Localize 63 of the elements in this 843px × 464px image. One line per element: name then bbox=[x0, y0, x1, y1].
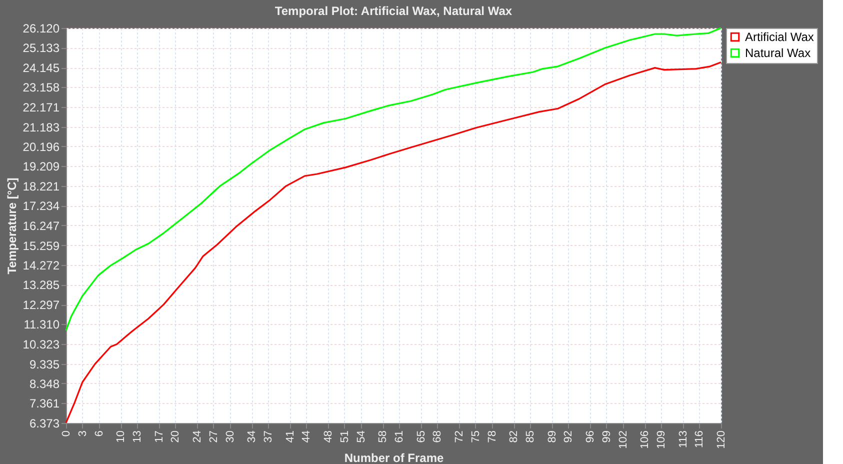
x-tick-label: 113 bbox=[677, 430, 690, 448]
x-tick-label: 13 bbox=[131, 430, 144, 443]
x-tick-label: 61 bbox=[393, 430, 406, 443]
chart-title: Temporal Plot: Artificial Wax, Natural Wax bbox=[274, 4, 512, 18]
y-tick-label: 18.221 bbox=[22, 180, 60, 194]
y-tick-label: 20.196 bbox=[22, 140, 60, 154]
x-tick-label: 6 bbox=[93, 430, 106, 437]
y-tick-label: 7.361 bbox=[29, 396, 60, 411]
x-tick-label: 34 bbox=[246, 430, 258, 443]
y-tick-label: 26.120 bbox=[22, 22, 60, 36]
x-tick-label: 85 bbox=[524, 430, 536, 443]
y-tick-label: 11.310 bbox=[24, 318, 60, 332]
x-tick-label: 89 bbox=[546, 430, 558, 443]
x-tick-label: 41 bbox=[284, 430, 296, 443]
x-tick-label: 20 bbox=[170, 430, 182, 443]
line-series bbox=[65, 27, 722, 332]
y-tick-label: 13.285 bbox=[22, 278, 60, 292]
y-tick-label: 22.171 bbox=[22, 100, 60, 114]
x-tick-label: 120 bbox=[716, 430, 728, 449]
y-tick-label: 16.247 bbox=[22, 218, 60, 233]
x-tick-label: 24 bbox=[192, 430, 204, 443]
x-tick-label: 10 bbox=[115, 430, 128, 443]
y-tick-label: 19.209 bbox=[22, 160, 60, 174]
x-tick-label: 72 bbox=[454, 430, 466, 443]
y-tick-label: 8.348 bbox=[29, 376, 60, 391]
x-tick-label: 48 bbox=[322, 430, 334, 443]
legend-label: Natural Wax bbox=[745, 46, 811, 60]
x-tick-label: 17 bbox=[153, 430, 166, 443]
y-tick-label: 6.373 bbox=[29, 416, 60, 430]
x-tick-label: 44 bbox=[300, 430, 313, 443]
y-tick-label: 14.272 bbox=[22, 258, 60, 272]
x-tick-label: 37 bbox=[262, 430, 274, 443]
x-tick-label: 3 bbox=[76, 430, 89, 437]
y-tick-label: 24.145 bbox=[22, 61, 60, 76]
x-axis-title: Number of Frame bbox=[344, 450, 444, 464]
y-tick-label: 15.259 bbox=[22, 238, 60, 253]
legend-label: Artificial Wax bbox=[745, 30, 814, 44]
x-tick-label: 65 bbox=[415, 430, 428, 443]
x-tick-label: 109 bbox=[655, 430, 668, 449]
x-tick-label: 68 bbox=[432, 430, 444, 443]
y-tick-label: 25.133 bbox=[22, 41, 60, 56]
x-tick-label: 102 bbox=[617, 430, 630, 449]
x-tick-label: 82 bbox=[508, 430, 520, 443]
x-tick-label: 78 bbox=[486, 430, 498, 443]
y-axis-title: Temperature [°C] bbox=[4, 178, 19, 274]
x-tick-label: 96 bbox=[584, 430, 596, 443]
x-tick-label: 75 bbox=[470, 430, 482, 443]
x-tick-label: 51 bbox=[338, 430, 351, 443]
x-tick-label: 54 bbox=[355, 430, 368, 443]
x-tick-label: 30 bbox=[224, 430, 236, 443]
x-tick-label: 106 bbox=[639, 430, 652, 449]
y-tick-label: 23.158 bbox=[22, 80, 60, 95]
y-tick-label: 12.297 bbox=[22, 298, 60, 312]
x-tick-label: 99 bbox=[600, 430, 613, 443]
x-tick-label: 116 bbox=[694, 430, 706, 448]
y-tick-label: 9.335 bbox=[29, 357, 60, 372]
y-tick-label: 21.183 bbox=[22, 120, 60, 134]
x-tick-label: 92 bbox=[562, 430, 575, 443]
y-tick-label: 17.234 bbox=[22, 199, 60, 214]
x-tick-label: 27 bbox=[208, 430, 220, 443]
x-tick-label: 0 bbox=[60, 430, 72, 437]
y-tick-label: 10.323 bbox=[22, 337, 60, 352]
x-tick-label: 58 bbox=[377, 430, 390, 443]
